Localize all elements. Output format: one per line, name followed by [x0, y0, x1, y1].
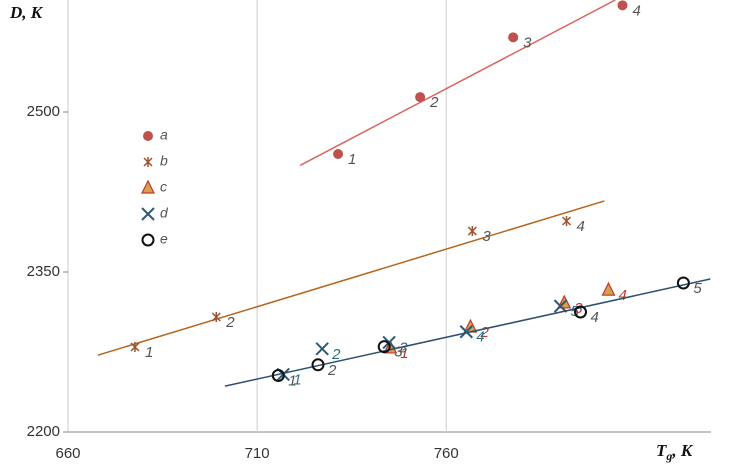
point	[553, 299, 568, 313]
marker	[574, 305, 588, 319]
point	[141, 207, 155, 221]
y-tick-label: 2500	[27, 103, 60, 120]
marker	[508, 32, 519, 43]
point-label: 2	[225, 314, 235, 331]
point	[271, 368, 285, 382]
point	[617, 0, 628, 11]
point	[211, 312, 221, 323]
point	[143, 157, 153, 167]
x-label-main: T	[656, 441, 667, 460]
marker	[333, 149, 344, 160]
point-label: 1	[348, 151, 356, 168]
marker	[143, 157, 153, 167]
x-tick-label: 710	[245, 445, 270, 462]
x-label-sub: g	[665, 449, 672, 463]
trend-line	[224, 278, 711, 387]
marker	[315, 342, 329, 356]
point-label: 4	[632, 2, 640, 19]
point	[130, 341, 140, 352]
legend-label: a	[160, 127, 168, 143]
legend-label: c	[160, 179, 167, 195]
point	[141, 233, 155, 247]
point	[508, 32, 519, 43]
trend-line	[97, 200, 605, 356]
marker	[459, 325, 473, 339]
legend-label: e	[160, 231, 168, 247]
point	[561, 216, 572, 227]
point-label: 4	[476, 329, 484, 346]
point	[333, 149, 344, 160]
marker	[676, 276, 690, 290]
x-label-unit: , K	[671, 441, 694, 460]
marker	[271, 368, 285, 382]
marker	[141, 207, 155, 221]
point	[459, 325, 473, 339]
point-label: 3	[523, 34, 532, 51]
marker	[382, 335, 396, 350]
marker	[141, 179, 155, 194]
x-tick-label: 660	[55, 445, 80, 462]
marker	[211, 312, 221, 323]
point-label: 1	[293, 371, 301, 388]
point	[141, 179, 155, 194]
legend-label: b	[160, 153, 168, 169]
point-label: 1	[288, 372, 296, 389]
point-label: 3	[394, 344, 403, 361]
point-label: 1	[400, 345, 408, 362]
trend-line	[299, 0, 616, 166]
marker	[377, 340, 391, 354]
marker	[561, 216, 572, 227]
point-label: 3	[482, 228, 491, 245]
point-label: 4	[577, 218, 585, 235]
point-label: 2	[327, 362, 337, 379]
marker	[601, 281, 616, 296]
marker	[617, 0, 628, 11]
marker	[415, 92, 426, 103]
point-label: 2	[331, 346, 341, 363]
marker	[141, 233, 155, 247]
point	[574, 305, 588, 319]
marker	[143, 131, 153, 141]
point	[676, 276, 690, 290]
point-label: 1	[145, 344, 153, 361]
point	[415, 92, 426, 103]
point-label: 2	[479, 324, 489, 341]
y-axis-label: D, K	[9, 3, 44, 22]
y-tick-label: 2350	[27, 263, 60, 280]
marker	[311, 358, 325, 372]
point	[463, 318, 478, 333]
marker	[467, 226, 477, 237]
y-tick-label: 2200	[27, 423, 60, 440]
point	[315, 342, 329, 356]
point-label: 4	[618, 287, 626, 304]
point-label: 3	[399, 339, 408, 356]
marker	[463, 318, 478, 333]
x-tick-label: 760	[434, 445, 459, 462]
point	[311, 358, 325, 372]
point	[601, 281, 616, 296]
marker	[553, 299, 568, 313]
point-label: 5	[693, 280, 702, 297]
point-label: 2	[429, 94, 439, 111]
x-axis-label: Tg, K	[656, 441, 694, 463]
legend-label: d	[160, 205, 169, 221]
point	[382, 335, 396, 350]
point	[377, 340, 391, 354]
point-label: 4	[591, 309, 599, 326]
point	[467, 226, 477, 237]
marker	[130, 341, 140, 352]
point	[143, 131, 153, 141]
